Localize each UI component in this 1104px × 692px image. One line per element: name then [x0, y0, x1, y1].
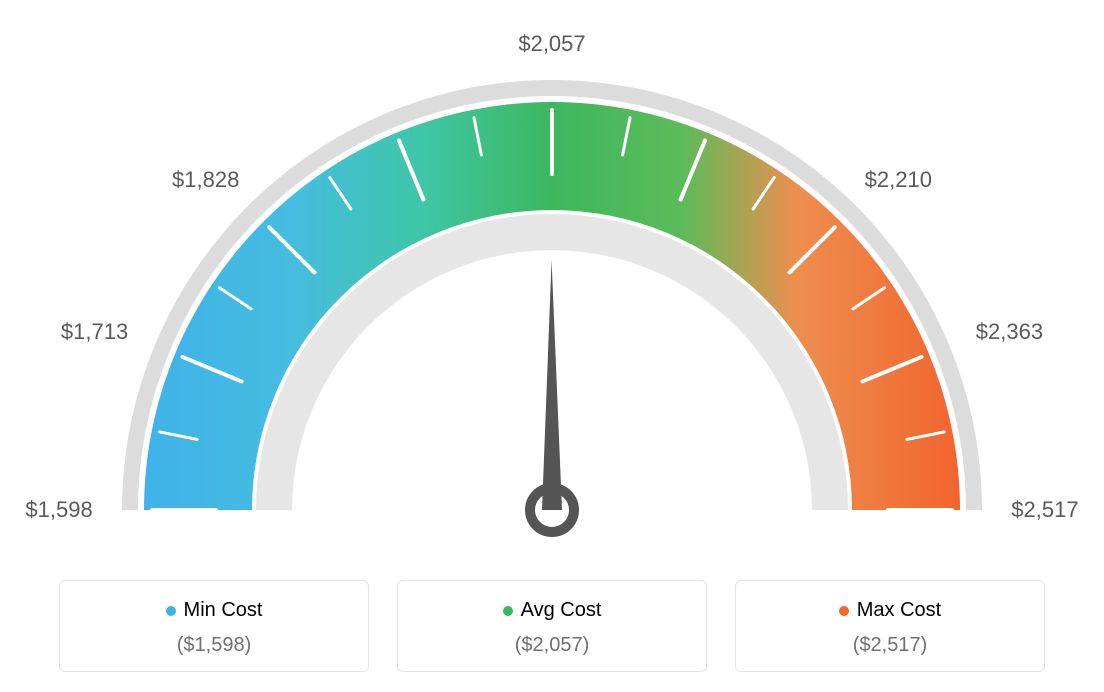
legend-dot-avg [503, 606, 513, 616]
gauge-tick-label: $2,210 [865, 167, 932, 193]
legend-label-max: Max Cost [857, 599, 941, 622]
gauge-tick-label: $2,057 [518, 31, 585, 57]
legend-row: Min Cost ($1,598) Avg Cost ($2,057) Max … [20, 580, 1084, 672]
legend-label-min: Min Cost [184, 599, 263, 622]
gauge-chart: $1,598 $1,713 $1,828 $2,057 $2,210 $2,363 $2,5… [20, 20, 1084, 560]
legend-value-avg: ($2,057) [408, 634, 696, 657]
legend-label-avg: Avg Cost [521, 599, 602, 622]
legend-card-avg: Avg Cost ($2,057) [397, 580, 707, 672]
legend-value-min: ($1,598) [70, 634, 358, 657]
gauge-tick-label: $1,828 [172, 167, 239, 193]
legend-value-max: ($2,517) [746, 634, 1034, 657]
legend-title-max: Max Cost [839, 599, 941, 622]
gauge-tick-label: $2,363 [976, 319, 1043, 345]
legend-card-max: Max Cost ($2,517) [735, 580, 1045, 672]
legend-title-avg: Avg Cost [503, 599, 602, 622]
legend-title-min: Min Cost [166, 599, 263, 622]
gauge-tick-label: $1,598 [25, 497, 92, 523]
gauge-svg [20, 20, 1084, 560]
legend-dot-min [166, 606, 176, 616]
legend-card-min: Min Cost ($1,598) [59, 580, 369, 672]
legend-dot-max [839, 606, 849, 616]
gauge-tick-label: $1,713 [61, 319, 128, 345]
gauge-tick-label: $2,517 [1011, 497, 1078, 523]
